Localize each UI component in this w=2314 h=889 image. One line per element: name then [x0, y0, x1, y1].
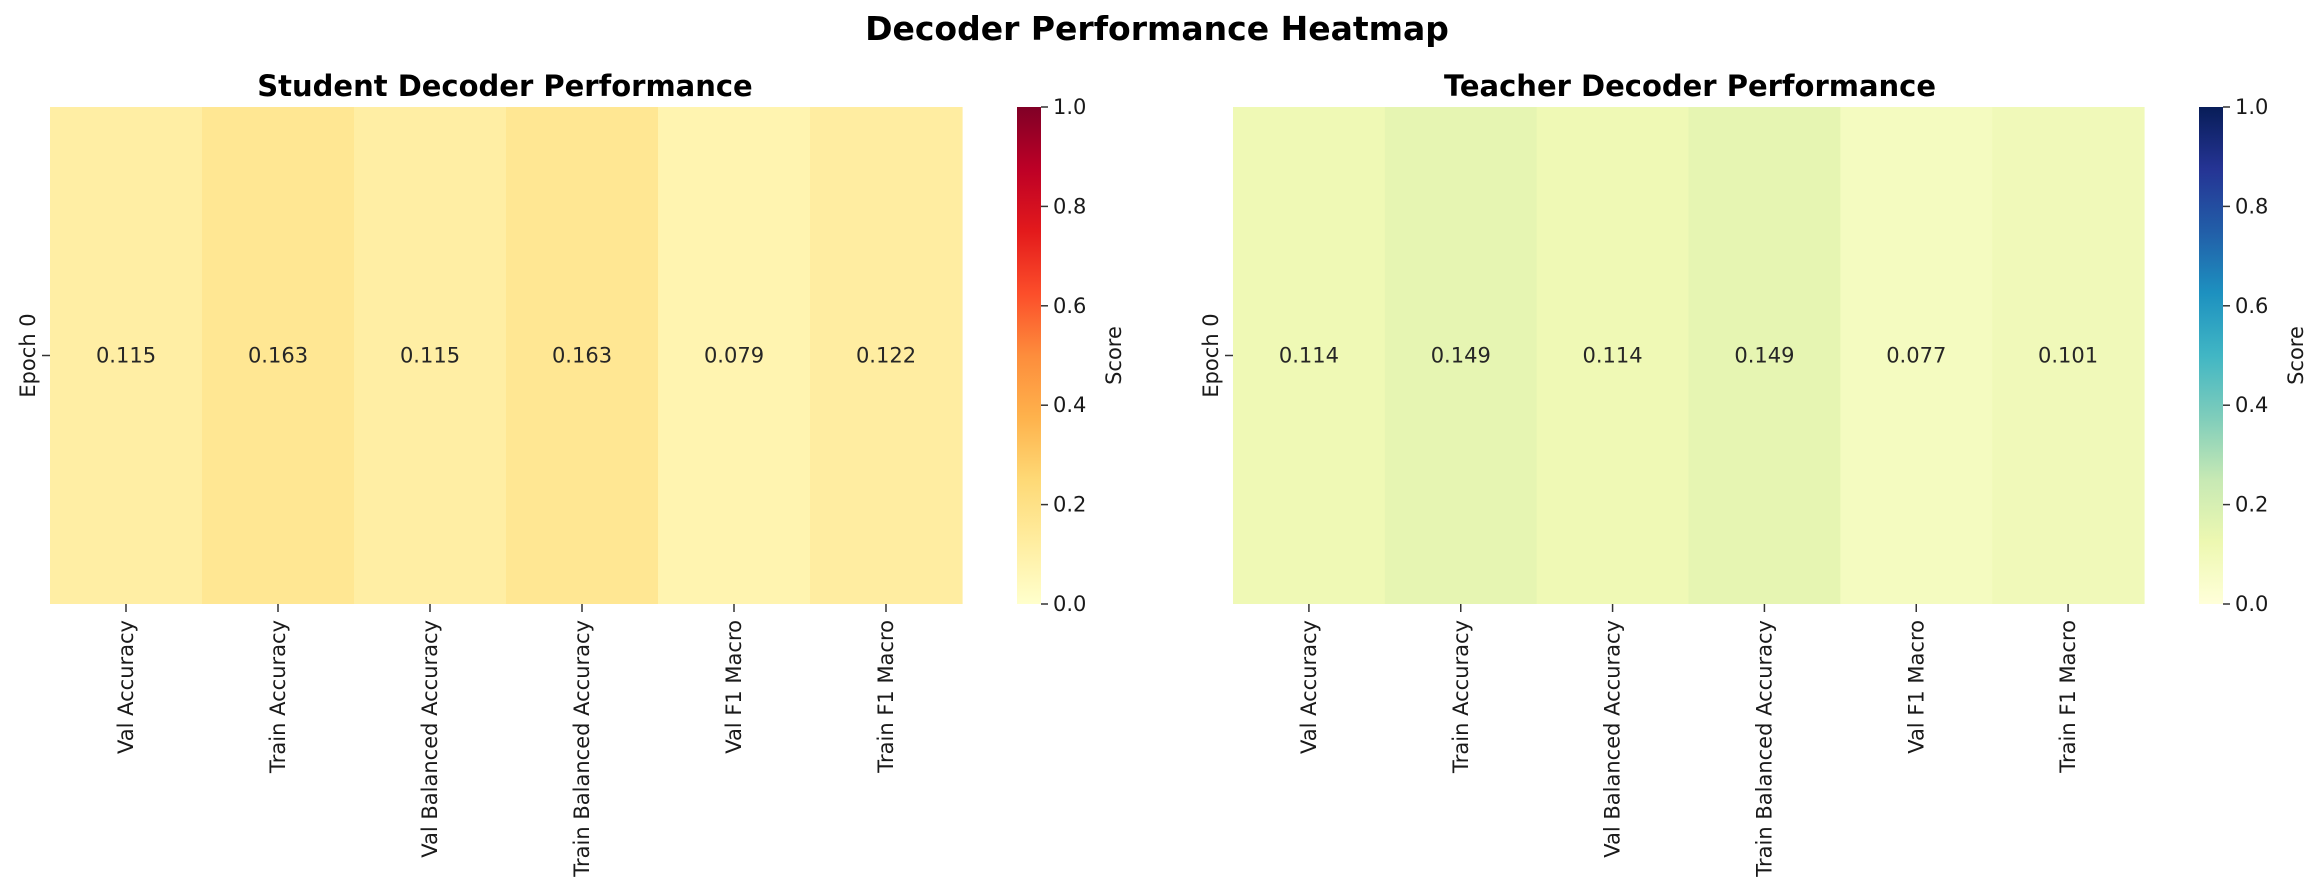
cell-value-label: 0.163	[552, 344, 612, 368]
heatmap-cell	[810, 107, 963, 604]
colorbar-label: Score	[1102, 326, 1126, 385]
cell-value-label: 0.114	[1583, 344, 1643, 368]
x-tick-label: Val Balanced Accuracy	[1601, 620, 1625, 858]
y-tick-label: Epoch 0	[1199, 313, 1223, 397]
heatmap-cell	[50, 107, 203, 604]
heatmap-cell	[1688, 107, 1841, 604]
heatmap-cell	[658, 107, 811, 604]
x-tick-label: Train F1 Macro	[2056, 620, 2080, 774]
colorbar-tick-label: 0.6	[1053, 294, 1086, 318]
student-heatmap-panel: Student Decoder Performance 0.115 0.163 0.…	[16, 69, 1126, 878]
student-y-axis: Epoch 0	[16, 313, 50, 398]
cell-value-label: 0.079	[704, 344, 764, 368]
heatmap-cell	[354, 107, 507, 604]
cell-value-label: 0.115	[400, 344, 460, 368]
colorbar-gradient	[1017, 107, 1041, 604]
cell-value-label: 0.101	[2038, 344, 2098, 368]
colorbar-tick-label: 0.2	[2235, 493, 2268, 517]
colorbar-tick-label: 0.4	[1053, 393, 1086, 417]
x-tick-label: Train Balanced Accuracy	[570, 620, 594, 878]
cell-value-label: 0.149	[1734, 344, 1794, 368]
cell-value-label: 0.149	[1431, 344, 1491, 368]
teacher-x-axis: Val Accuracy Train Accuracy Val Balanced A…	[1297, 604, 2080, 878]
teacher-chart-title: Teacher Decoder Performance	[1444, 69, 1936, 103]
colorbar-tick-label: 0.4	[2235, 393, 2268, 417]
x-tick-label: Val F1 Macro	[1904, 620, 1928, 754]
x-tick-label: Train Accuracy	[1449, 620, 1473, 774]
x-tick-label: Val Balanced Accuracy	[418, 620, 442, 858]
x-tick-label: Val F1 Macro	[722, 620, 746, 754]
heatmap-cell	[1233, 107, 1386, 604]
cell-value-label: 0.163	[248, 344, 308, 368]
figure-title: Decoder Performance Heatmap	[865, 9, 1449, 48]
colorbar-tick-label: 0.6	[2235, 294, 2268, 318]
x-tick-label: Train F1 Macro	[874, 620, 898, 774]
teacher-heatmap-cells: 0.114 0.149 0.114 0.149 0.077 0.101	[1233, 107, 2145, 604]
colorbar-tick-label: 1.0	[2235, 95, 2268, 119]
x-tick-label: Train Balanced Accuracy	[1752, 620, 1776, 878]
teacher-y-axis: Epoch 0	[1199, 313, 1233, 398]
student-heatmap-cells: 0.115 0.163 0.115 0.163 0.079 0.122	[50, 107, 963, 604]
heatmap-cell	[1992, 107, 2145, 604]
teacher-colorbar: 0.0 0.2 0.4 0.6 0.8 1.0 Score	[2199, 95, 2308, 616]
heatmap-cell	[1384, 107, 1538, 604]
x-tick-label: Val Accuracy	[1297, 620, 1321, 754]
colorbar-tick-label: 0.2	[1053, 493, 1086, 517]
colorbar-tick-label: 0.8	[2235, 194, 2268, 218]
colorbar-label: Score	[2284, 326, 2308, 385]
teacher-heatmap-panel: Teacher Decoder Performance 0.114 0.149 0.…	[1199, 69, 2308, 878]
cell-value-label: 0.077	[1886, 344, 1946, 368]
cell-value-label: 0.114	[1279, 344, 1339, 368]
colorbar-tick-label: 0.0	[2235, 592, 2268, 616]
heatmap-cell	[506, 107, 659, 604]
student-x-axis: Val Accuracy Train Accuracy Val Balanced A…	[114, 604, 898, 878]
heatmap-cell	[1536, 107, 1690, 604]
student-chart-title: Student Decoder Performance	[257, 69, 752, 103]
heatmap-cell	[1840, 107, 1993, 604]
heatmap-cell	[202, 107, 355, 604]
colorbar-tick-label: 0.0	[1053, 592, 1086, 616]
x-tick-label: Train Accuracy	[266, 620, 290, 774]
colorbar-tick-label: 1.0	[1053, 95, 1086, 119]
colorbar-gradient	[2199, 107, 2223, 604]
cell-value-label: 0.115	[96, 344, 156, 368]
x-tick-label: Val Accuracy	[114, 620, 138, 754]
colorbar-tick-label: 0.8	[1053, 194, 1086, 218]
student-colorbar: 0.0 0.2 0.4 0.6 0.8 1.0 Score	[1017, 95, 1126, 616]
cell-value-label: 0.122	[856, 344, 916, 368]
y-tick-label: Epoch 0	[16, 313, 40, 397]
